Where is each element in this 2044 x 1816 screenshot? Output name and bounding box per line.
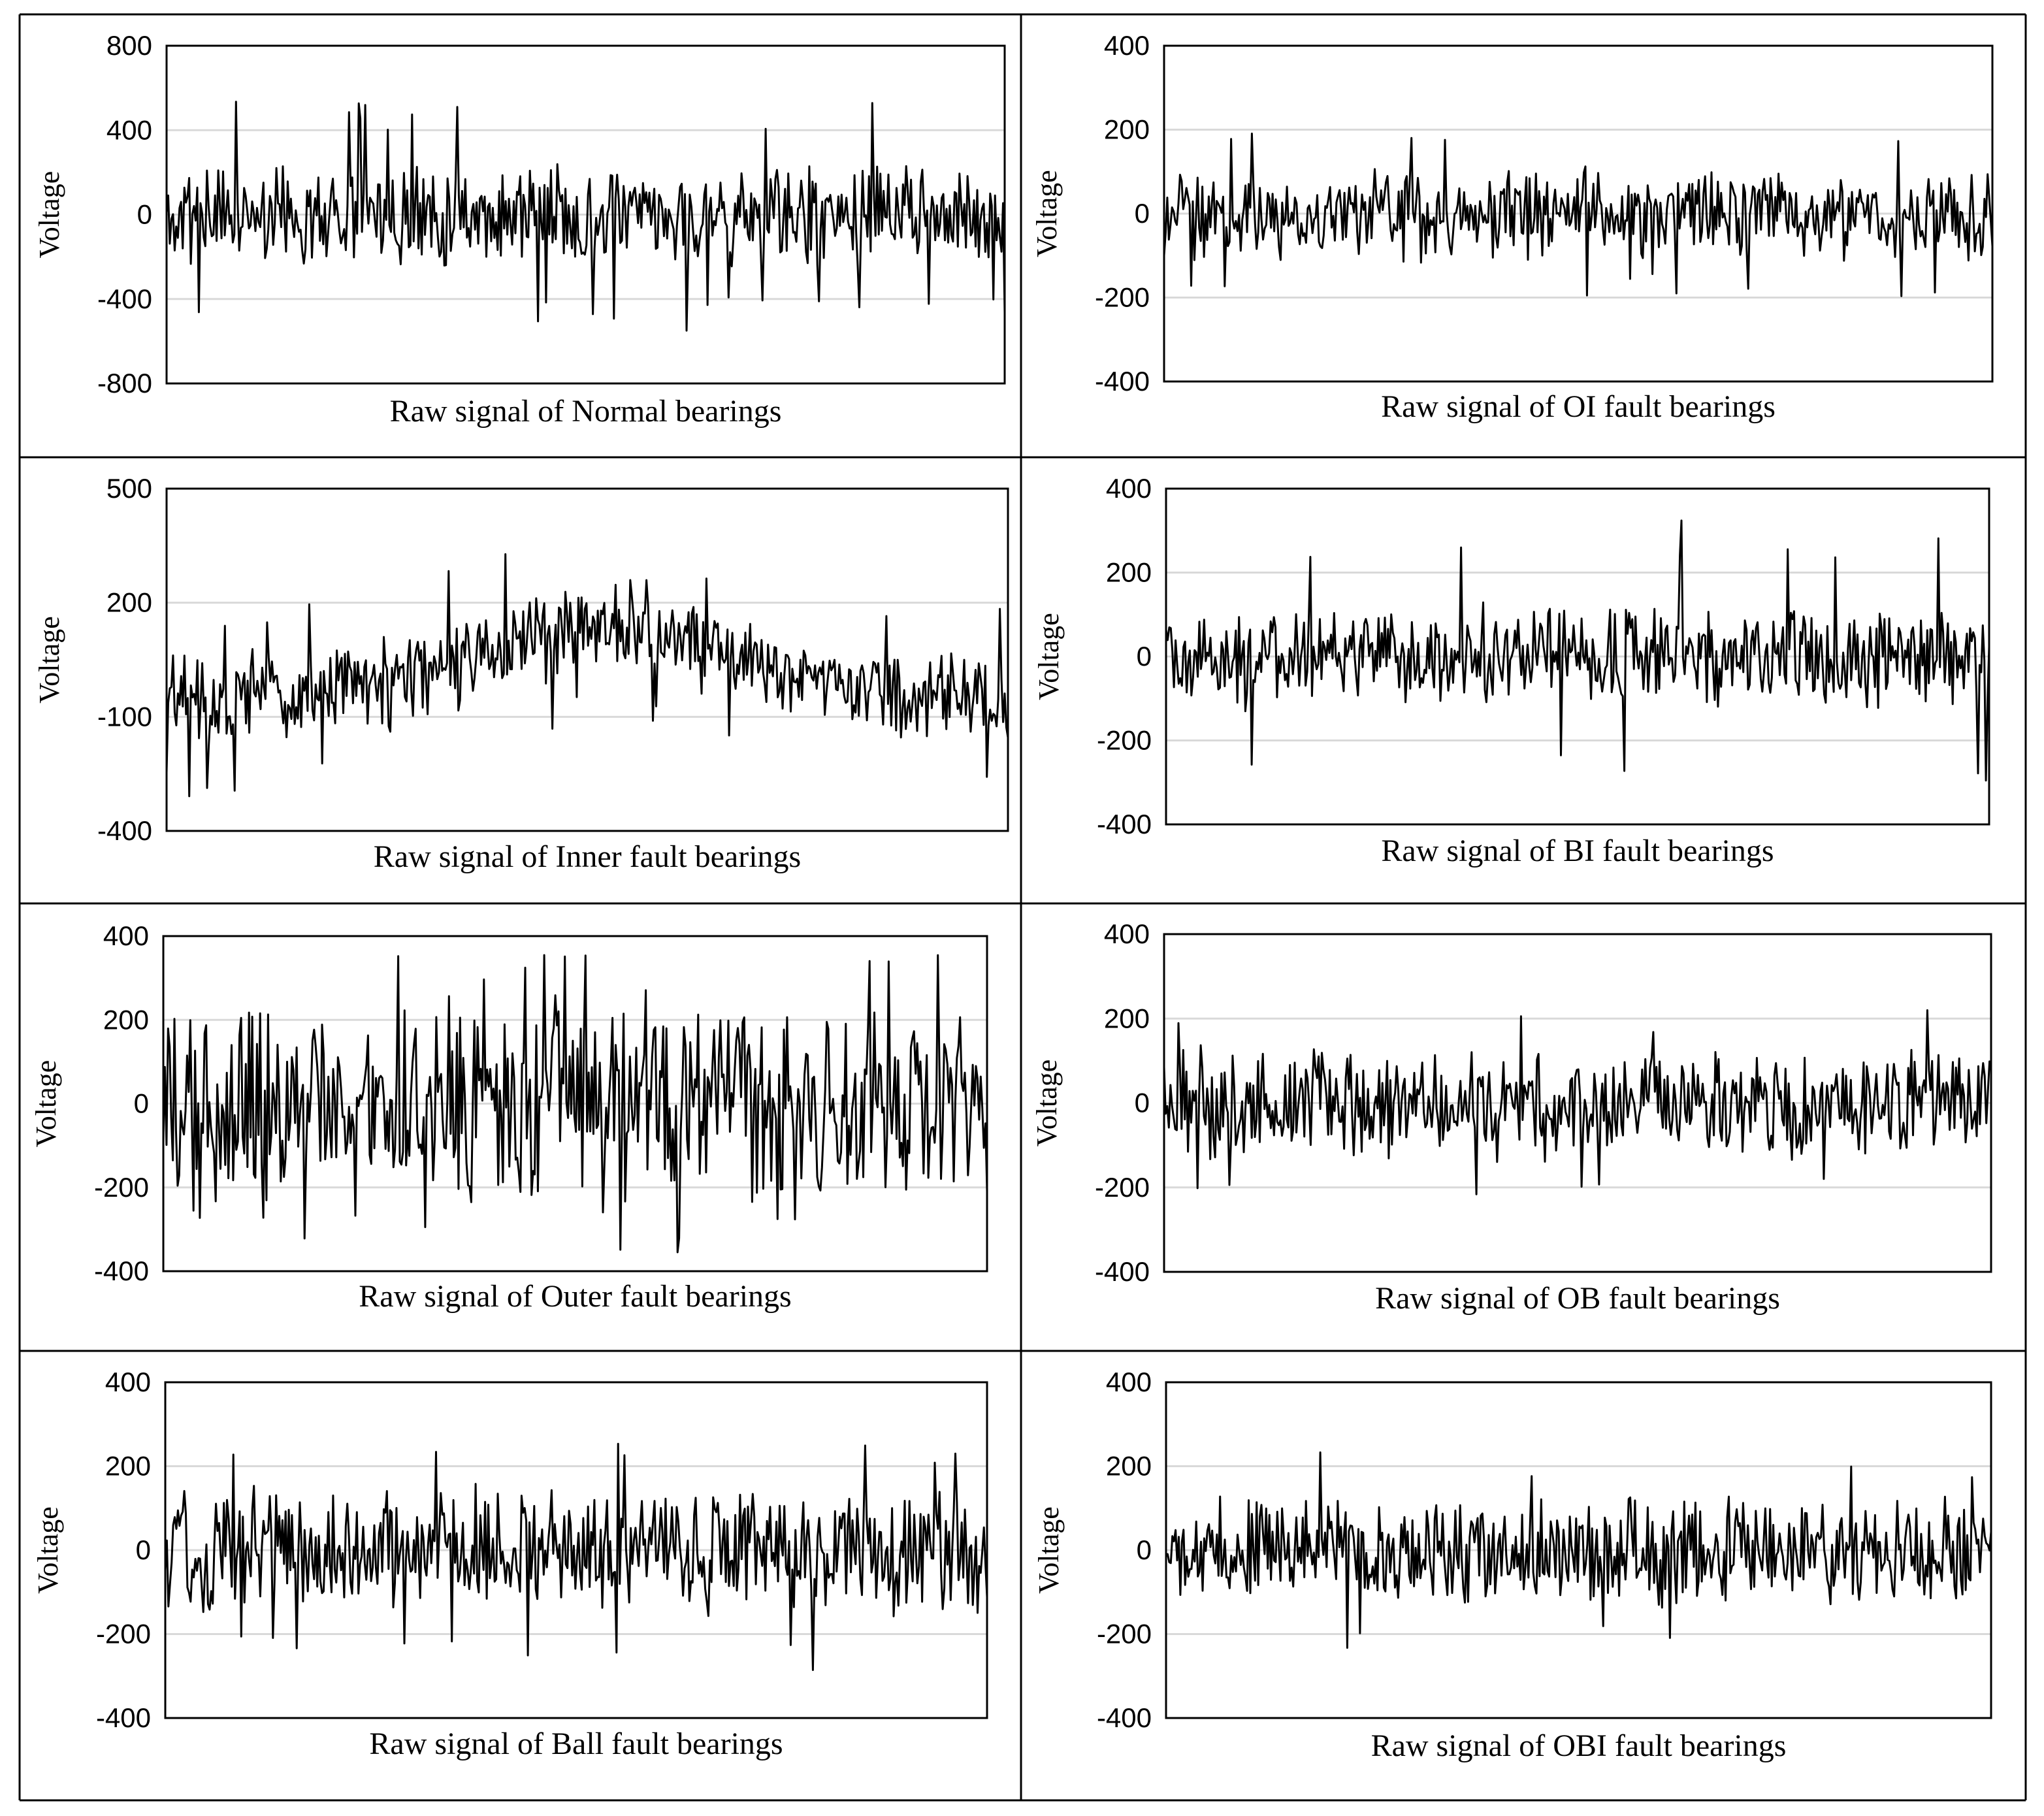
- y-axis-label: Voltage: [1031, 1060, 1063, 1147]
- y-tick-label: -200: [96, 1619, 151, 1649]
- y-tick-label: 0: [134, 1088, 149, 1119]
- y-tick-label: 400: [1104, 30, 1150, 61]
- plot-area: [164, 1381, 988, 1719]
- y-tick-label: 400: [1106, 1367, 1152, 1397]
- chart-caption: Raw signal of OI fault bearings: [1381, 389, 1776, 424]
- y-tick-label: -400: [96, 1702, 151, 1733]
- chart-panel: -400 -100 200 500 Voltage Raw signal of Inner…: [33, 473, 1009, 874]
- y-axis-label: Voltage: [30, 1060, 62, 1148]
- chart-caption: Raw signal of Ball fault bearings: [369, 1727, 783, 1761]
- y-tick-label: -400: [1095, 1256, 1150, 1287]
- y-tick-label: -200: [94, 1172, 149, 1203]
- chart-panel: -800 -400 0 400 800 Voltage Raw signal of Norm…: [33, 30, 1006, 429]
- y-tick-label: 0: [1135, 1088, 1150, 1118]
- y-tick-label: -100: [97, 701, 152, 732]
- y-axis-label: Voltage: [33, 171, 65, 259]
- y-tick-label: 400: [1106, 473, 1152, 504]
- plot-area: [165, 487, 1009, 832]
- plot-area: [162, 935, 988, 1273]
- chart-panel: -400 -200 0 200 400 Voltage Raw signal of BI f…: [1033, 473, 1990, 868]
- chart-caption: Raw signal of BI fault bearings: [1381, 834, 1774, 868]
- y-tick-label: 0: [1137, 1534, 1152, 1565]
- chart-panel: -400 -200 0 200 400 Voltage Raw signal of OI f…: [1031, 30, 1994, 424]
- y-tick-label: 400: [103, 920, 149, 951]
- y-axis-label: Voltage: [1033, 1506, 1065, 1594]
- y-tick-label: -400: [97, 284, 152, 314]
- signal-line: [1163, 133, 1994, 297]
- y-tick-label: 400: [105, 1367, 151, 1397]
- chart-panel: -400 -200 0 200 400 Voltage Raw signal of OBI …: [1033, 1367, 1992, 1763]
- plot-area: [1165, 487, 1990, 826]
- y-axis-label: Voltage: [32, 1506, 64, 1594]
- signal-line: [1163, 1009, 1992, 1195]
- y-tick-label: 0: [137, 199, 152, 230]
- y-tick-label: 200: [1104, 114, 1150, 145]
- y-tick-label: 500: [106, 473, 152, 504]
- y-tick-label: 200: [105, 1451, 151, 1482]
- signal-line: [165, 553, 1009, 798]
- chart-panel: -400 -200 0 200 400 Voltage Raw signal of OB f…: [1031, 918, 1992, 1316]
- y-tick-label: 200: [106, 587, 152, 618]
- y-tick-label: -400: [97, 815, 152, 846]
- y-tick-label: 200: [103, 1004, 149, 1035]
- y-tick-label: 400: [106, 114, 152, 145]
- y-axis-label: Voltage: [1031, 170, 1063, 257]
- chart-caption: Raw signal of Inner fault bearings: [374, 839, 801, 874]
- y-tick-label: 400: [1104, 918, 1150, 949]
- y-tick-label: -400: [1095, 366, 1150, 397]
- y-tick-label: 0: [1135, 198, 1150, 229]
- plot-area: [1165, 1381, 1992, 1719]
- plot-area: [1163, 933, 1992, 1273]
- table-grid: [18, 13, 2027, 1802]
- signal-line: [164, 1442, 988, 1671]
- y-tick-label: -200: [1097, 1619, 1152, 1649]
- chart-panel: -400 -200 0 200 400 Voltage Raw signal of Oute…: [30, 920, 988, 1314]
- y-tick-label: 200: [1104, 1003, 1150, 1033]
- y-tick-label: -200: [1095, 1172, 1150, 1203]
- plot-area: [1163, 44, 1994, 383]
- signal-line: [1165, 1451, 1992, 1649]
- y-tick-label: 200: [1106, 1451, 1152, 1482]
- chart-caption: Raw signal of OB fault bearings: [1375, 1281, 1780, 1316]
- chart-caption: Raw signal of Normal bearings: [390, 394, 782, 429]
- y-tick-label: -400: [1097, 1702, 1152, 1733]
- y-tick-label: -800: [97, 368, 152, 398]
- y-axis-label: Voltage: [1033, 613, 1065, 700]
- y-tick-label: 0: [136, 1534, 151, 1565]
- signal-line: [1165, 519, 1990, 782]
- signal-line: [162, 954, 988, 1254]
- chart-panels: -800 -400 0 400 800 Voltage Raw signal of Norm…: [30, 30, 1994, 1763]
- chart-caption: Raw signal of Outer fault bearings: [359, 1279, 791, 1314]
- y-tick-label: 200: [1106, 557, 1152, 588]
- y-tick-label: 0: [1137, 641, 1152, 672]
- signal-line: [165, 101, 1006, 332]
- chart-panel: -400 -200 0 200 400 Voltage Raw signal of Ball…: [32, 1367, 988, 1761]
- chart-caption: Raw signal of OBI fault bearings: [1371, 1728, 1787, 1763]
- y-tick-label: 800: [106, 30, 152, 61]
- y-tick-label: -200: [1095, 282, 1150, 313]
- y-tick-label: -200: [1097, 725, 1152, 756]
- y-tick-label: -400: [1097, 809, 1152, 839]
- y-tick-label: -400: [94, 1256, 149, 1286]
- plot-area: [165, 44, 1006, 385]
- y-axis-label: Voltage: [33, 616, 65, 704]
